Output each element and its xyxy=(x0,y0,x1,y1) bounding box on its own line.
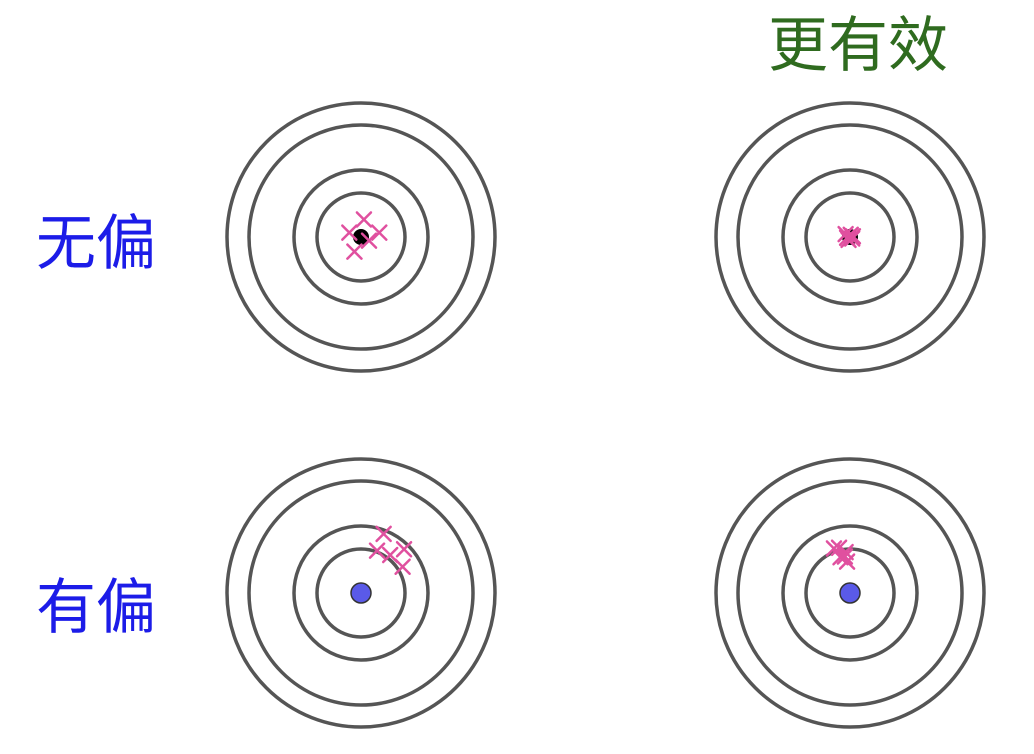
row-label-biased: 有偏 xyxy=(36,573,156,643)
hit-mark xyxy=(346,243,363,260)
target-ring-2 xyxy=(736,479,964,707)
hit-mark xyxy=(371,224,388,241)
row-label-unbiased: 无偏 xyxy=(36,209,156,279)
target-biased-less-efficient xyxy=(225,457,497,729)
target-ring-2 xyxy=(247,479,475,707)
hit-mark xyxy=(355,211,373,228)
target-ring-1 xyxy=(714,457,986,729)
target-ring-4 xyxy=(315,547,407,639)
target-ring-2 xyxy=(736,123,964,351)
target-unbiased-more-efficient xyxy=(714,101,986,373)
hit-mark xyxy=(832,548,849,566)
hit-mark xyxy=(838,229,856,246)
target-ring-3 xyxy=(292,168,430,306)
target-ring-3 xyxy=(292,524,430,662)
target-ring-1 xyxy=(714,101,986,373)
column-label-more-efficient: 更有效 xyxy=(768,11,948,81)
hit-mark xyxy=(368,542,386,559)
target-ring-4 xyxy=(315,191,407,283)
hit-mark xyxy=(341,224,358,241)
target-ring-1 xyxy=(225,457,497,729)
target-unbiased-less-efficient xyxy=(225,101,497,373)
target-center-dot xyxy=(350,582,372,604)
target-ring-3 xyxy=(781,524,919,662)
hit-mark xyxy=(825,540,843,557)
target-biased-more-efficient xyxy=(714,457,986,729)
hit-mark xyxy=(375,525,392,543)
hit-mark xyxy=(394,558,411,575)
target-ring-2 xyxy=(247,123,475,351)
target-ring-4 xyxy=(804,191,896,283)
target-center-dot xyxy=(353,229,369,245)
target-center-dot xyxy=(839,582,861,604)
hit-mark xyxy=(395,540,413,558)
hit-mark xyxy=(836,548,854,565)
target-ring-3 xyxy=(781,168,919,306)
target-ring-1 xyxy=(225,101,497,373)
hit-mark xyxy=(360,232,378,249)
hit-mark xyxy=(844,228,862,245)
